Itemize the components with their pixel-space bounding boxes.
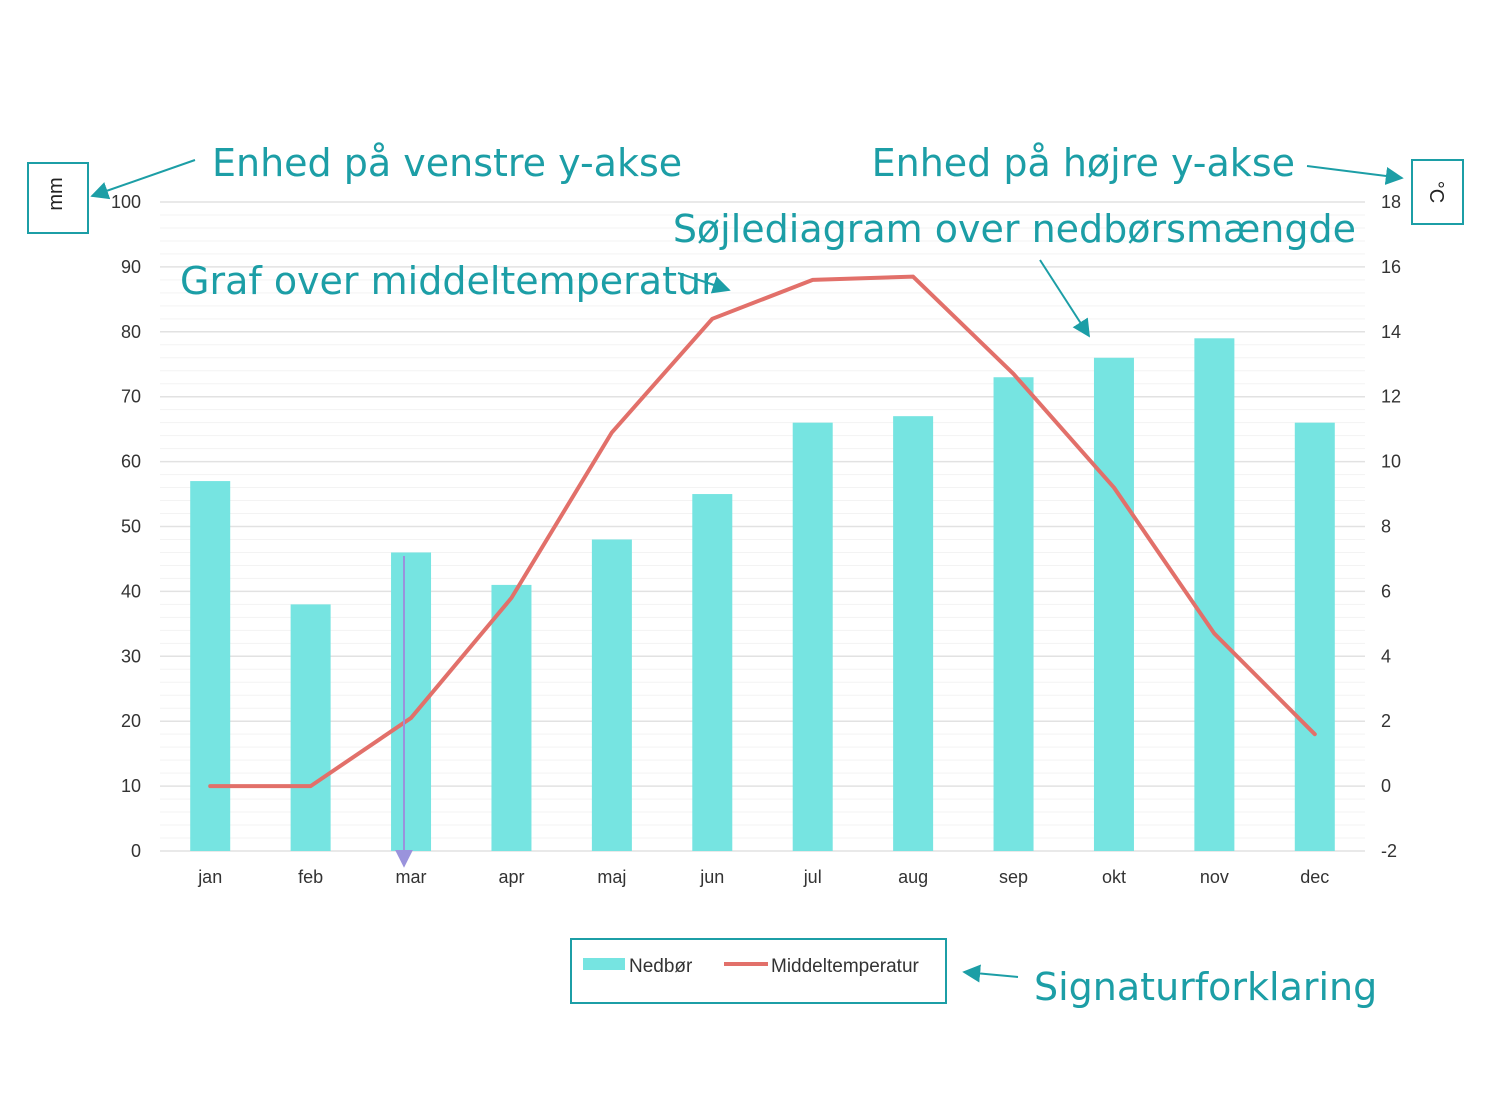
left-tick-label: 0: [131, 841, 141, 861]
right-tick-label: 18: [1381, 192, 1401, 212]
legend-label-bar: Nedbør: [629, 956, 693, 977]
left-tick-label: 100: [111, 192, 141, 212]
right-tick-label: 16: [1381, 257, 1401, 277]
left-tick-label: 60: [121, 452, 141, 472]
bar-aug: [893, 416, 934, 851]
x-tick-aug: aug: [898, 867, 928, 887]
bar-jan: [190, 481, 231, 851]
x-tick-feb: feb: [298, 867, 323, 887]
right-unit-label: °C: [1425, 181, 1447, 203]
left-tick-label: 40: [121, 581, 141, 601]
right-y-axis-ticks: -2 0 2 4 6 8 10 12 14 16 18: [1381, 192, 1401, 861]
x-tick-dec: dec: [1300, 867, 1329, 887]
temperature-line: [208, 274, 1317, 789]
bar-apr: [491, 584, 532, 851]
legend-swatch-bar: [583, 958, 625, 970]
right-tick-label: -2: [1381, 841, 1397, 861]
bar-sep: [993, 377, 1034, 851]
arrow-bar-chart: [1039, 259, 1090, 338]
bar-jun: [692, 494, 733, 851]
x-tick-jun: jun: [699, 867, 724, 887]
left-tick-label: 50: [121, 517, 141, 537]
bar-okt: [1093, 357, 1134, 851]
right-tick-label: 4: [1381, 646, 1391, 666]
left-tick-label: 20: [121, 711, 141, 731]
left-y-axis-ticks: 0 10 20 30 40 50 60 70 80 90 100: [111, 192, 141, 861]
left-tick-label: 80: [121, 322, 141, 342]
annotation-legend: Signaturforklaring: [1034, 965, 1377, 1009]
left-tick-label: 10: [121, 776, 141, 796]
x-tick-mar: mar: [396, 867, 427, 887]
right-tick-label: 6: [1381, 581, 1391, 601]
bar-maj: [591, 539, 632, 851]
right-tick-label: 12: [1381, 387, 1401, 407]
temperature-series-line: [208, 274, 1317, 789]
arrow-left-axis-unit: [90, 159, 196, 200]
annotation-left-axis-unit: Enhed på venstre y-akse: [212, 141, 682, 185]
x-tick-sep: sep: [999, 867, 1028, 887]
right-tick-label: 10: [1381, 452, 1401, 472]
gridlines: [160, 201, 1365, 852]
legend: Nedbør Middeltemperatur: [570, 938, 947, 1004]
annotation-bar-chart: Søjlediagram over nedbørsmængde: [673, 207, 1356, 251]
precipitation-bars: [190, 338, 1335, 851]
left-tick-label: 70: [121, 387, 141, 407]
arrow-right-axis-unit: [1306, 165, 1404, 185]
left-tick-label: 30: [121, 646, 141, 666]
x-tick-maj: maj: [597, 867, 626, 887]
x-tick-okt: okt: [1102, 867, 1126, 887]
bar-feb: [290, 604, 331, 851]
bar-nov: [1194, 338, 1235, 851]
annotation-right-axis-unit: Enhed på højre y-akse: [872, 141, 1295, 185]
legend-label-line: Middeltemperatur: [771, 956, 920, 977]
left-unit-box: [27, 162, 89, 234]
right-tick-label: 2: [1381, 711, 1391, 731]
right-tick-label: 14: [1381, 322, 1401, 342]
arrow-legend: [962, 964, 1019, 983]
bar-dec: [1294, 422, 1335, 851]
x-tick-jul: jul: [803, 867, 822, 887]
right-tick-label: 0: [1381, 776, 1391, 796]
x-tick-jan: jan: [197, 867, 222, 887]
left-unit-label: mm: [45, 177, 67, 210]
legend-box: [570, 938, 947, 1004]
annotation-line-graph: Graf over middeltemperatur: [180, 259, 717, 303]
x-axis-ticks: jan feb mar apr maj jun jul aug sep okt nov dec: [197, 867, 1329, 887]
arrow-line-graph: [677, 272, 731, 294]
right-unit-box: [1411, 159, 1464, 225]
x-tick-nov: nov: [1200, 867, 1229, 887]
x-tick-apr: apr: [498, 867, 524, 887]
bar-jul: [792, 422, 833, 851]
left-tick-label: 90: [121, 257, 141, 277]
right-tick-label: 8: [1381, 517, 1391, 537]
